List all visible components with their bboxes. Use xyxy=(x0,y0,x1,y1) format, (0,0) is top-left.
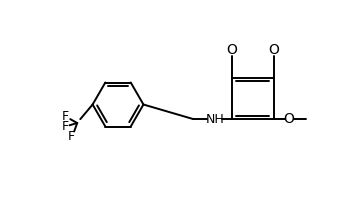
Text: NH: NH xyxy=(206,113,225,126)
Text: O: O xyxy=(227,43,238,57)
Text: F: F xyxy=(62,110,69,123)
Text: O: O xyxy=(268,43,279,57)
Text: F: F xyxy=(61,120,68,133)
Text: O: O xyxy=(283,112,294,126)
Text: F: F xyxy=(68,130,75,143)
